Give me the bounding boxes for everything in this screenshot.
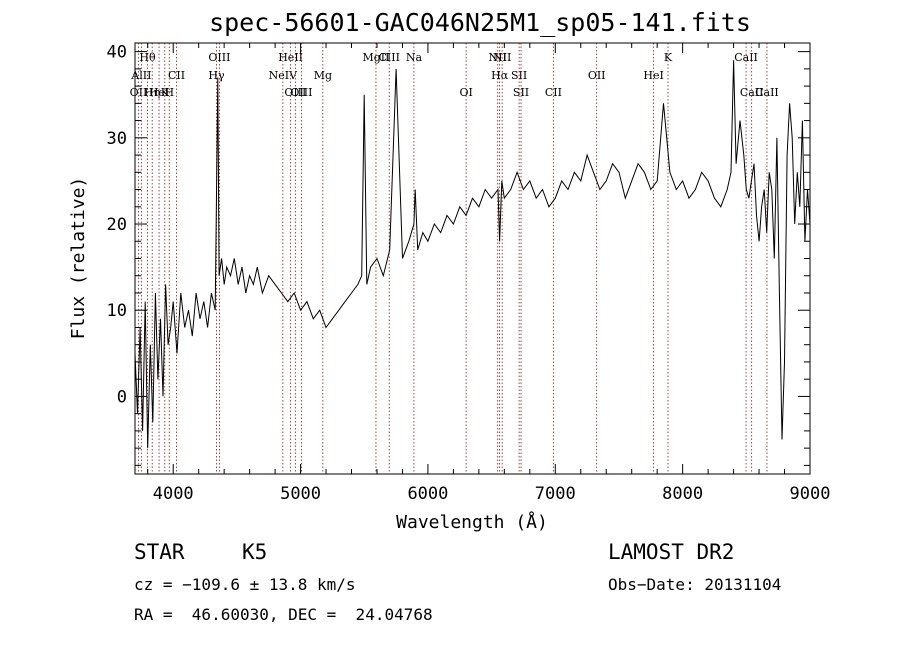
spectrum-series-line xyxy=(134,60,811,449)
ra-dec-coordinates: RA = 46.60030, DEC = 24.04768 xyxy=(134,605,433,624)
line-label: Mg xyxy=(314,69,332,82)
y-tick-label: 10 xyxy=(107,301,127,321)
line-label: HeII xyxy=(278,51,303,64)
x-tick-label: 9000 xyxy=(790,484,831,504)
x-axis-label: Wavelength (Å) xyxy=(396,511,548,533)
line-label: Na xyxy=(406,51,423,64)
line-label: CII xyxy=(545,86,562,99)
line-label: OII xyxy=(588,69,606,82)
line-label: CII xyxy=(168,69,185,82)
survey-name: LAMOST DR2 xyxy=(608,540,735,564)
line-label: NeIV xyxy=(269,69,298,82)
y-tick-label: 40 xyxy=(107,43,127,63)
x-tick-label: 8000 xyxy=(662,484,703,504)
line-label: OIII xyxy=(290,86,312,99)
y-tick-label: 30 xyxy=(107,129,127,149)
line-label: OI xyxy=(459,86,472,99)
line-label: H xyxy=(164,86,174,99)
line-label: OIII xyxy=(208,51,230,64)
redshift-velocity: cz = −109.6 ± 13.8 km/s xyxy=(134,575,356,594)
x-tick-label: 7000 xyxy=(535,484,576,504)
line-label: K xyxy=(664,51,673,64)
line-label: Hγ xyxy=(208,69,225,82)
x-tick-label: 5000 xyxy=(280,484,321,504)
line-label: CaII xyxy=(734,51,758,64)
line-label: MgII xyxy=(362,51,389,64)
line-label: AlII xyxy=(130,69,151,82)
line-label: CaII xyxy=(740,86,764,99)
line-label: K xyxy=(161,86,170,99)
line-label: SII xyxy=(513,86,529,99)
y-tick-label: 20 xyxy=(107,215,127,235)
object-subclass: K5 xyxy=(242,540,268,564)
observation-date: Obs−Date: 20131104 xyxy=(608,575,782,594)
line-label: CIII xyxy=(378,51,399,64)
line-label: Hα xyxy=(491,69,509,82)
x-tick-label: 6000 xyxy=(407,484,448,504)
line-label: OIII xyxy=(284,86,306,99)
y-tick-label: 0 xyxy=(117,387,127,407)
line-label: NII xyxy=(493,51,511,64)
chart-title: spec-56601-GAC046N25M1_sp05-141.fits xyxy=(209,8,751,37)
line-label: SII xyxy=(511,69,527,82)
axis-ticks: 4000 5000 6000 7000 8000 9000 0 10 20 30 40 xyxy=(107,43,831,504)
object-class: STAR xyxy=(134,540,185,564)
line-label: CaII xyxy=(755,86,779,99)
x-tick-label: 4000 xyxy=(153,484,194,504)
line-label: OII xyxy=(130,86,148,99)
line-label: Hθ xyxy=(139,51,156,64)
line-label: HeI xyxy=(643,69,663,82)
line-label: Hη xyxy=(144,86,160,99)
y-axis-label: Flux (relative) xyxy=(68,177,89,340)
line-label: HeI xyxy=(149,86,169,99)
plot-frame xyxy=(134,42,811,475)
